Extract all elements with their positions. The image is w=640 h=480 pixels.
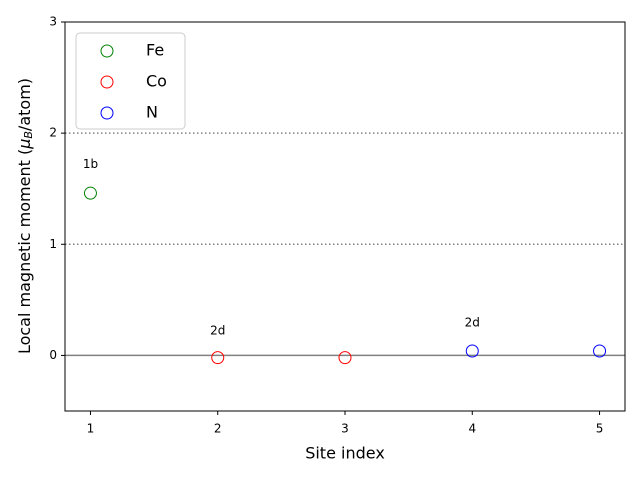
annotation: 1b xyxy=(83,157,98,171)
y-tick-label: 0 xyxy=(49,348,57,362)
plot-frame xyxy=(64,21,626,412)
y-label-suffix: /atom) xyxy=(15,78,34,131)
x-tick-label: 1 xyxy=(87,422,95,436)
x-axis-label: Site index xyxy=(305,444,385,463)
y-label-prefix: Local magnetic moment ( xyxy=(15,149,34,354)
x-tick-label: 5 xyxy=(596,422,604,436)
legend-label: N xyxy=(146,103,158,122)
point xyxy=(83,186,97,200)
legend-label: Co xyxy=(146,72,167,91)
legend-box xyxy=(75,32,186,130)
y-axis-label: Local magnetic moment (μB/atom) xyxy=(15,78,36,354)
annotation: 2d xyxy=(465,316,480,330)
point xyxy=(338,351,352,365)
annotation: 2d xyxy=(210,323,225,337)
legend-marker xyxy=(100,75,114,89)
x-tick-label: 4 xyxy=(468,422,476,436)
y-tick-label: 3 xyxy=(49,15,57,29)
legend-marker xyxy=(100,44,114,58)
legend-marker xyxy=(100,106,114,120)
y-tick-label: 2 xyxy=(49,126,57,140)
y-label-subscript: B xyxy=(22,131,35,139)
y-label-symbol: μ xyxy=(15,139,34,150)
x-tick-label: 2 xyxy=(214,422,222,436)
y-tick-label: 1 xyxy=(49,237,57,251)
point xyxy=(211,351,225,365)
point xyxy=(593,344,607,358)
point xyxy=(465,344,479,358)
legend-label: Fe xyxy=(146,41,164,60)
x-tick-label: 3 xyxy=(341,422,349,436)
